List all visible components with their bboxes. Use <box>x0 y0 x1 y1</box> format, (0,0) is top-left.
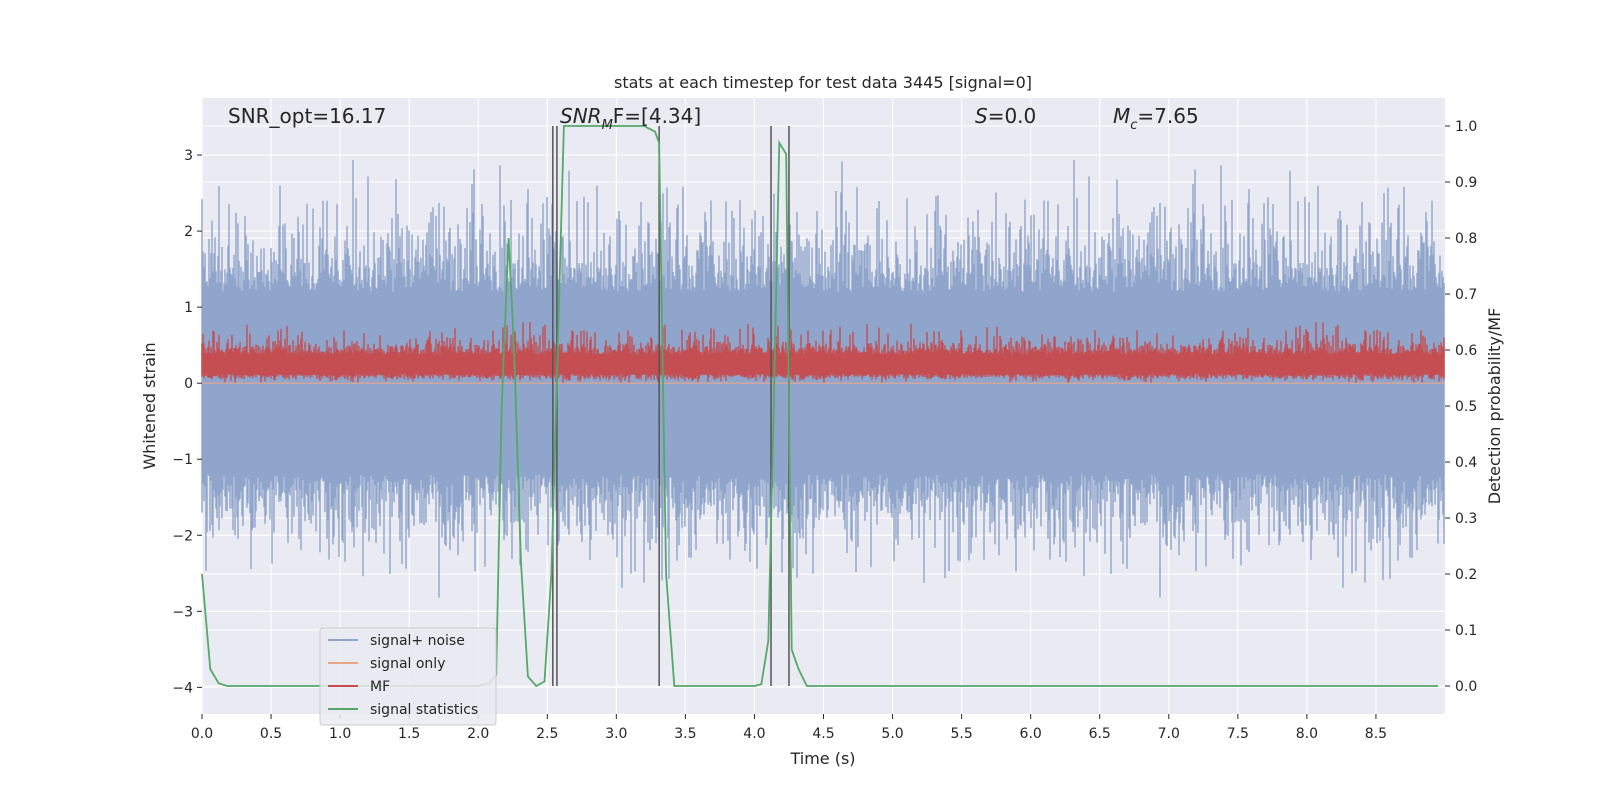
y-right-tick-label: 0.0 <box>1455 679 1477 695</box>
annotation-snr-mf-main: SNR <box>560 104 602 128</box>
legend-box <box>319 627 497 726</box>
x-tick-label: 4.0 <box>743 726 765 742</box>
x-tick-label: 1.5 <box>398 726 420 742</box>
x-axis-ticks: 0.0 0.5 1.0 1.5 2.0 2.5 3.0 3.5 4.0 4.5 5.0 5.5 6.0 6… <box>191 714 1387 742</box>
x-tick-label: 3.5 <box>674 726 696 742</box>
x-tick-label: 0.5 <box>260 726 282 742</box>
y-axis-left-label: Whitened strain <box>140 342 159 469</box>
x-tick-label: 6.0 <box>1020 726 1042 742</box>
annotation-s-main: S <box>975 104 988 128</box>
annotation-s-tail: =0.0 <box>988 104 1037 128</box>
y-axis-right-label: Detection probability/MF <box>1485 308 1504 505</box>
x-tick-label: 1.0 <box>329 726 351 742</box>
annotation-snr-mf-tail: F=[4.34] <box>613 104 701 128</box>
vertical-markers <box>552 126 790 686</box>
y-axis-right-ticks: 0.0 0.1 0.2 0.3 0.4 0.5 0.6 0.7 0.8 0.9 1.0 <box>1445 119 1477 695</box>
mf-trace <box>201 322 1445 384</box>
annotation-snr-mf: SNRMF=[4.34] <box>560 104 701 133</box>
mf-series <box>201 322 1445 384</box>
chart-title: stats at each timestep for test data 344… <box>614 73 1032 92</box>
y-right-tick-label: 0.5 <box>1455 399 1477 415</box>
annotation-mc-sub: c <box>1130 118 1137 133</box>
y-left-tick-label: −4 <box>172 680 193 696</box>
y-right-tick-label: 0.2 <box>1455 567 1477 583</box>
y-right-tick-label: 0.9 <box>1455 175 1477 191</box>
y-left-tick-label: −2 <box>172 528 193 544</box>
x-tick-label: 3.0 <box>605 726 627 742</box>
y-right-tick-label: 0.8 <box>1455 231 1477 247</box>
y-axis-left-ticks: −4 −3 −2 −1 0 1 2 3 <box>172 148 202 696</box>
legend: signal+ noise signal only MF signal stat… <box>319 627 497 726</box>
annotation-snr-opt: SNR_opt=16.17 <box>228 104 386 128</box>
legend-label-signal-statistics: signal statistics <box>370 702 478 718</box>
y-right-tick-label: 0.4 <box>1455 455 1477 471</box>
y-left-tick-label: 3 <box>184 148 193 164</box>
y-right-tick-label: 0.7 <box>1455 287 1477 303</box>
x-tick-label: 5.0 <box>881 726 903 742</box>
y-left-tick-label: −1 <box>172 452 193 468</box>
y-right-tick-label: 1.0 <box>1455 119 1477 135</box>
legend-label-signal-only: signal only <box>370 656 445 672</box>
annotation-s: S=0.0 <box>975 104 1036 128</box>
x-tick-label: 7.5 <box>1227 726 1249 742</box>
x-tick-label: 2.0 <box>467 726 489 742</box>
annotation-mc-tail: =7.65 <box>1137 104 1198 128</box>
legend-label-mf: MF <box>370 679 390 695</box>
y-right-tick-label: 0.6 <box>1455 343 1477 359</box>
annotation-snr-mf-sub: M <box>602 118 613 133</box>
y-left-tick-label: 1 <box>184 300 193 316</box>
x-tick-label: 8.0 <box>1296 726 1318 742</box>
y-left-tick-label: 2 <box>184 224 193 240</box>
y-left-tick-label: 0 <box>184 376 193 392</box>
x-tick-label: 2.5 <box>536 726 558 742</box>
annotation-mc: Mc=7.65 <box>1113 104 1199 133</box>
x-tick-label: 5.5 <box>950 726 972 742</box>
x-axis-label: Time (s) <box>789 749 855 768</box>
y-left-tick-label: −3 <box>172 604 193 620</box>
x-tick-label: 8.5 <box>1365 726 1387 742</box>
x-tick-label: 4.5 <box>812 726 834 742</box>
y-right-tick-label: 0.1 <box>1455 623 1477 639</box>
legend-label-signal-noise: signal+ noise <box>370 633 465 649</box>
x-tick-label: 7.0 <box>1158 726 1180 742</box>
y-right-tick-label: 0.3 <box>1455 511 1477 527</box>
x-tick-label: 0.0 <box>191 726 213 742</box>
annotation-mc-main: M <box>1113 104 1130 128</box>
x-tick-label: 6.5 <box>1089 726 1111 742</box>
